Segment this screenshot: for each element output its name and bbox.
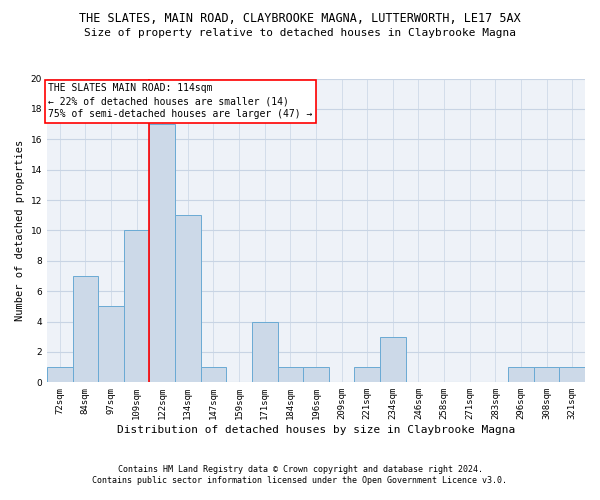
Bar	[559, 367, 585, 382]
Bar	[200, 367, 226, 382]
Text: Contains public sector information licensed under the Open Government Licence v3: Contains public sector information licen…	[92, 476, 508, 485]
Bar	[252, 322, 278, 382]
Bar	[355, 367, 380, 382]
Text: Contains HM Land Registry data © Crown copyright and database right 2024.: Contains HM Land Registry data © Crown c…	[118, 465, 482, 474]
Bar	[534, 367, 559, 382]
Bar	[73, 276, 98, 382]
Text: THE SLATES MAIN ROAD: 114sqm
← 22% of detached houses are smaller (14)
75% of se: THE SLATES MAIN ROAD: 114sqm ← 22% of de…	[48, 83, 313, 120]
Bar	[124, 230, 149, 382]
Y-axis label: Number of detached properties: Number of detached properties	[15, 140, 25, 321]
Bar	[149, 124, 175, 382]
Text: Size of property relative to detached houses in Claybrooke Magna: Size of property relative to detached ho…	[84, 28, 516, 38]
Bar	[380, 337, 406, 382]
Bar	[278, 367, 303, 382]
Bar	[98, 306, 124, 382]
Text: THE SLATES, MAIN ROAD, CLAYBROOKE MAGNA, LUTTERWORTH, LE17 5AX: THE SLATES, MAIN ROAD, CLAYBROOKE MAGNA,…	[79, 12, 521, 26]
Bar	[175, 215, 200, 382]
Bar	[303, 367, 329, 382]
Bar	[47, 367, 73, 382]
X-axis label: Distribution of detached houses by size in Claybrooke Magna: Distribution of detached houses by size …	[117, 425, 515, 435]
Bar	[508, 367, 534, 382]
